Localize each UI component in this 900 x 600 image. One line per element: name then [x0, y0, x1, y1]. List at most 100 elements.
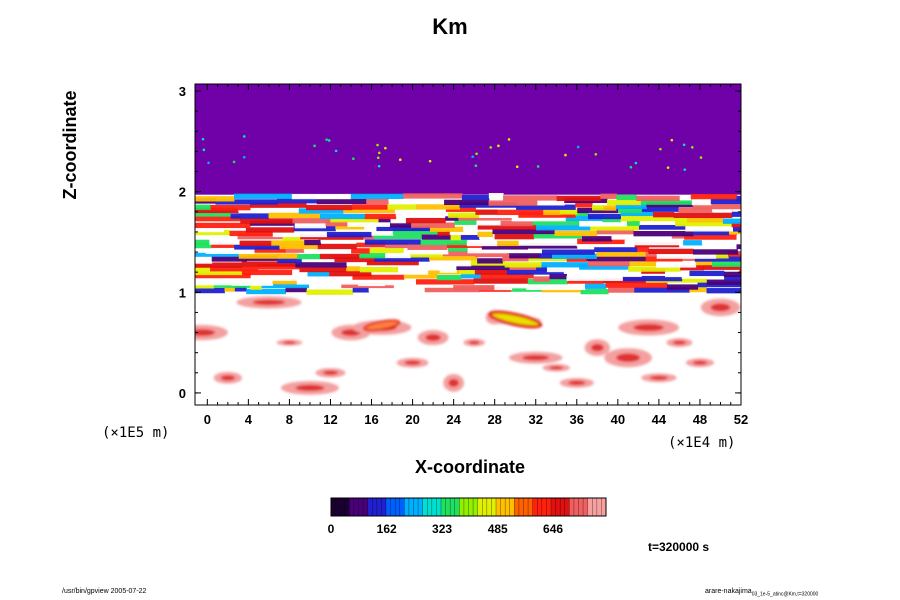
mixing-cell — [195, 207, 239, 214]
mixing-cell — [195, 272, 252, 279]
mixing-cell — [195, 196, 235, 202]
mixing-cell — [238, 253, 298, 259]
mixing-cell — [237, 233, 283, 240]
mixing-cell — [497, 240, 520, 247]
mixing-cell — [724, 275, 741, 281]
colorbar-swatch — [532, 498, 552, 516]
mixing-cell — [575, 202, 593, 208]
speckle — [242, 135, 246, 138]
speckle — [325, 138, 328, 141]
mixing-cell — [224, 286, 236, 292]
mixing-cell — [602, 216, 621, 223]
mixing-cell — [250, 284, 263, 290]
mixing-cell — [728, 228, 741, 235]
mixing-cell — [371, 230, 394, 236]
speckle — [629, 165, 633, 169]
mixing-cell — [587, 213, 621, 220]
lower-patches — [195, 296, 741, 395]
mixing-cell — [385, 252, 411, 259]
mixing-cell — [637, 246, 649, 252]
mixing-cell — [456, 264, 511, 271]
mixing-cell — [531, 228, 555, 235]
patch-core — [692, 360, 707, 365]
mixing-cell — [240, 218, 294, 224]
mixing-cell — [229, 230, 274, 237]
mixing-cell — [398, 266, 413, 272]
mixing-cell — [653, 212, 675, 218]
footer-file-main: arare-nakajima — [705, 588, 752, 595]
mixing-cell — [585, 283, 607, 289]
mixing-cell — [629, 260, 657, 267]
x-axis-unit: (×1E4 m) — [668, 435, 736, 451]
speckle — [377, 164, 381, 168]
mixing-cell — [234, 286, 247, 292]
mixing-cell — [579, 221, 628, 227]
mixing-cell — [330, 217, 379, 223]
mixing-cell — [415, 204, 461, 210]
mixing-cell — [592, 205, 605, 211]
colorbar-tick-label: 323 — [432, 522, 452, 536]
mixing-cell — [536, 225, 591, 231]
mixing-cell — [241, 269, 293, 276]
mixing-cell — [731, 221, 741, 228]
mixing-cell — [556, 195, 601, 202]
mixing-cell — [234, 244, 280, 250]
y-tick-label: 2 — [179, 185, 186, 200]
mixing-cell — [488, 200, 538, 206]
mixing-cell — [549, 273, 567, 280]
mixing-cell — [211, 242, 235, 248]
mixing-cell — [298, 208, 344, 214]
mixing-cell — [511, 283, 527, 289]
mixing-cell — [436, 274, 462, 281]
patch-core — [672, 340, 686, 345]
mixing-cell — [480, 273, 534, 279]
mixing-cell — [460, 273, 482, 279]
mixing-cell — [245, 227, 295, 233]
mixing-cell — [615, 203, 647, 210]
mixing-cell — [369, 247, 405, 254]
speckle — [313, 144, 316, 148]
mixing-cell — [494, 284, 513, 291]
mixing-cell — [620, 216, 634, 222]
mixing-cell — [689, 286, 708, 293]
mixing-cell — [449, 229, 479, 236]
x-tick-label: 12 — [323, 412, 337, 427]
speckle — [471, 155, 474, 159]
mixing-cell — [675, 220, 733, 227]
mixing-cell — [210, 205, 251, 211]
mixing-cell — [215, 199, 278, 205]
y-axis-unit: (×1E5 m) — [102, 425, 170, 441]
mixing-cell — [359, 267, 399, 273]
mixing-cell — [303, 246, 352, 252]
mixing-cell — [566, 256, 587, 262]
mixing-cell — [628, 266, 681, 272]
mixing-cell — [444, 199, 490, 206]
patch-core — [549, 366, 564, 370]
mixing-cell — [343, 207, 396, 213]
mixing-cell — [364, 239, 422, 245]
x-axis: 0 4 8 12 16 20 24 28 32 36 40 44 48 52 — [204, 84, 748, 427]
mixing-cell — [541, 249, 595, 255]
mixing-cell — [195, 283, 215, 289]
y-tick-label: 3 — [179, 84, 186, 99]
speckle — [670, 138, 674, 142]
mixing-cell — [195, 229, 231, 236]
mixing-cell — [359, 253, 386, 259]
mixing-cell — [605, 282, 668, 288]
x-tick-label: 40 — [611, 412, 625, 427]
mixing-cell — [392, 228, 439, 235]
mixing-cell — [502, 256, 529, 262]
mixing-cell — [739, 255, 741, 261]
mixing-cell — [477, 258, 503, 264]
mixing-cell — [304, 239, 322, 246]
patch-core — [710, 303, 731, 312]
mixing-cell — [261, 282, 310, 289]
mixing-cell — [329, 271, 372, 277]
mixing-cell — [477, 231, 493, 237]
mixing-cell — [371, 269, 429, 275]
patch-core — [522, 355, 550, 361]
mixing-cell — [320, 237, 366, 243]
mixing-cell — [600, 193, 618, 199]
speckle — [683, 168, 687, 171]
patch-core — [322, 370, 338, 375]
